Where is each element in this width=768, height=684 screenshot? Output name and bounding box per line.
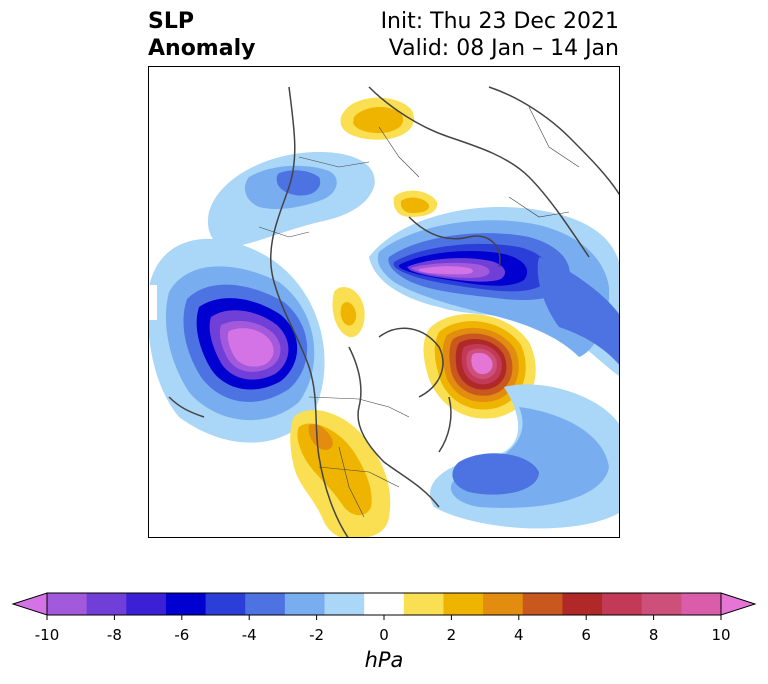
map-subtitle: Init: Thu 23 Dec 2021 Valid: 08 Jan – 14… — [381, 8, 619, 62]
colorbar-tick-label: 6 — [581, 626, 591, 644]
colorbar-tick-label: 4 — [514, 626, 524, 644]
north-pacific-low — [149, 238, 325, 443]
colorbar-bin — [403, 593, 444, 615]
colorbar-label: hPa — [364, 648, 404, 672]
title-line-2: Anomaly — [148, 36, 256, 61]
map-panel — [148, 66, 620, 538]
colorbar-arrow-max — [720, 592, 757, 616]
colorbar-tick-label: -10 — [34, 626, 60, 644]
colorbar-bin — [86, 593, 127, 615]
colorbar-tick-label: -8 — [106, 626, 122, 644]
colorbar-bin — [443, 593, 484, 615]
colorbar-bin — [641, 593, 682, 615]
colorbar-bin — [205, 593, 246, 615]
colorbar-tick-label: 2 — [446, 626, 457, 644]
map-title: SLP Anomaly — [148, 8, 255, 62]
siberian-arctic-low — [369, 207, 619, 376]
central-asia-high — [340, 97, 438, 217]
colorbar-bin — [126, 593, 167, 615]
colorbar-bin — [562, 593, 603, 615]
colorbar-bin — [364, 593, 405, 615]
colorbar-tick-label: 10 — [711, 626, 731, 644]
colorbar-tick-label: -4 — [241, 626, 257, 644]
colorbar-bin — [47, 593, 88, 615]
colorbar-tick-label: -6 — [174, 626, 190, 644]
colorbar-bin — [681, 593, 722, 615]
colorbar-bin — [165, 593, 207, 615]
title-line-1: SLP — [148, 9, 194, 34]
colorbar-bin — [324, 593, 365, 615]
coastlines — [168, 86, 619, 537]
colorbar — [11, 592, 757, 620]
colorbar-tick-label: 0 — [379, 626, 389, 644]
borders — [258, 106, 580, 518]
north-atlantic-low — [430, 384, 619, 529]
colorbar-bin — [602, 593, 643, 615]
valid-range: Valid: 08 Jan – 14 Jan — [388, 36, 619, 61]
colorbar-bin — [483, 593, 524, 615]
europe-low — [207, 152, 375, 248]
colorbar-bin — [245, 593, 286, 615]
colorbar-bin — [284, 593, 326, 615]
western-north-america-high — [290, 409, 391, 537]
init-date: Init: Thu 23 Dec 2021 — [380, 9, 619, 34]
colorbar-tick-label: -2 — [309, 626, 325, 644]
colorbar-arrow-min — [11, 592, 48, 616]
colorbar-tick-label: 8 — [648, 626, 659, 644]
anomaly-map — [149, 86, 619, 537]
colorbar-bin — [522, 593, 563, 615]
